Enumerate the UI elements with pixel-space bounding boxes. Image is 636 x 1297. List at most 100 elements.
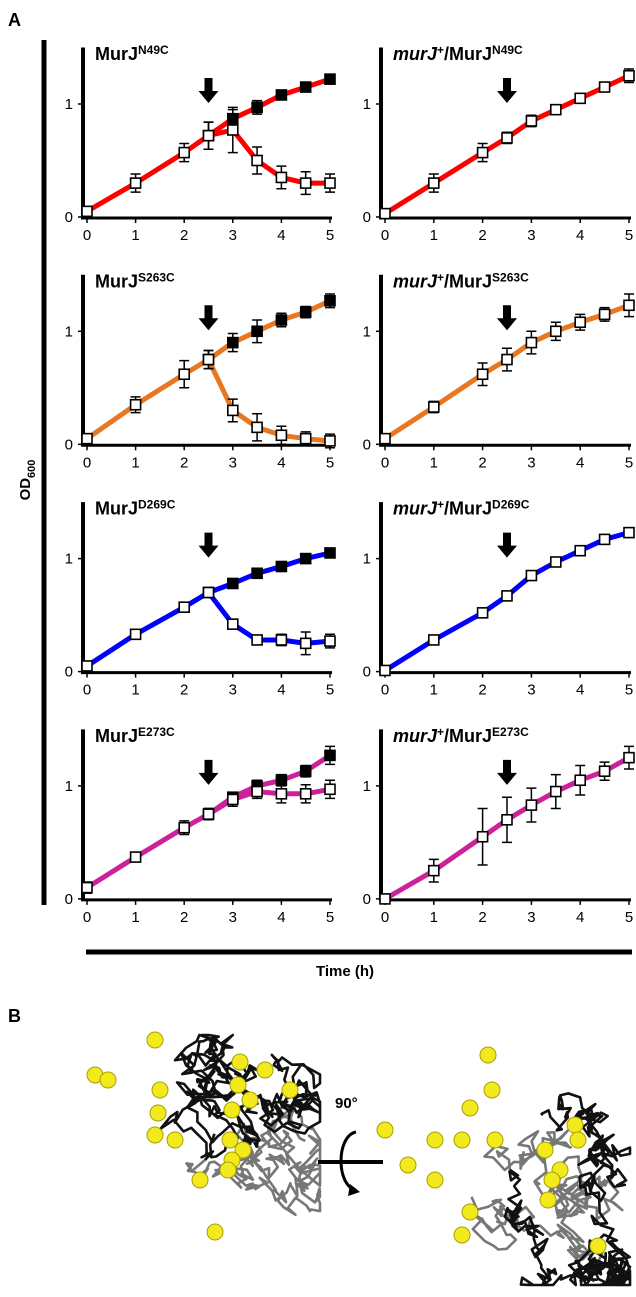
y-tick-label: 1	[65, 551, 73, 568]
subplot-title: MurJE273C	[95, 725, 175, 746]
x-tick-label: 4	[277, 909, 285, 926]
data-point	[551, 557, 561, 567]
data-point	[252, 102, 262, 112]
series-line	[209, 79, 331, 136]
data-point	[276, 315, 286, 325]
data-point	[228, 578, 238, 588]
data-point	[551, 105, 561, 115]
data-point	[429, 866, 439, 876]
x-tick-label: 4	[277, 682, 285, 699]
x-tick-label: 2	[180, 454, 188, 471]
data-point	[204, 588, 214, 598]
x-tick-label: 0	[83, 454, 91, 471]
data-point	[228, 125, 238, 135]
y-tick-label: 0	[65, 209, 73, 226]
title-part: D269C	[492, 498, 530, 512]
x-tick-label: 4	[277, 454, 285, 471]
x-tick-label: 5	[625, 227, 633, 244]
data-point	[600, 82, 610, 92]
residue-sphere	[224, 1102, 240, 1118]
x-tick-label: 2	[478, 454, 486, 471]
residue-sphere	[152, 1082, 168, 1098]
residue-sphere	[487, 1132, 503, 1148]
subplot-title: MurJN49C	[95, 43, 169, 64]
subplot-title: MurJS263C	[95, 270, 175, 291]
induction-arrow	[497, 305, 517, 330]
data-point	[82, 883, 92, 893]
data-point	[325, 178, 335, 188]
induction-arrow	[199, 760, 219, 785]
subplot-title: murJ+/MurJE273C	[393, 725, 529, 746]
residue-sphere	[150, 1105, 166, 1121]
title-part: +	[437, 43, 444, 57]
x-tick-label: 3	[229, 454, 237, 471]
y-tick-label: 1	[363, 778, 371, 795]
x-tick-label: 3	[229, 682, 237, 699]
x-tick-label: 5	[625, 909, 633, 926]
x-tick-label: 1	[131, 227, 139, 244]
data-point	[551, 326, 561, 336]
residue-sphere	[480, 1047, 496, 1063]
residue-sphere	[427, 1132, 443, 1148]
data-point	[252, 787, 262, 797]
induction-arrow	[497, 760, 517, 785]
data-point	[179, 148, 189, 158]
title-part: E273C	[492, 725, 529, 739]
residue-sphere	[462, 1204, 478, 1220]
panel-label: B	[8, 1006, 21, 1026]
x-tick-label: 5	[326, 227, 334, 244]
data-point	[276, 635, 286, 645]
rotation-arrowhead	[348, 1184, 360, 1196]
y-tick-label: 1	[363, 96, 371, 113]
residue-sphere	[462, 1100, 478, 1116]
data-point	[575, 93, 585, 103]
x-tick-label: 1	[430, 682, 438, 699]
data-point	[204, 131, 214, 141]
induction-arrow	[199, 533, 219, 558]
data-point	[380, 209, 390, 219]
subplot-title: murJ+/MurJS263C	[393, 270, 529, 291]
residue-sphere	[230, 1077, 246, 1093]
residue-sphere	[454, 1132, 470, 1148]
title-part: /MurJ	[444, 271, 492, 291]
series-line	[209, 301, 331, 360]
data-point	[478, 369, 488, 379]
title-part: +	[437, 725, 444, 739]
residue-sphere	[570, 1132, 586, 1148]
data-point	[575, 775, 585, 785]
data-point	[252, 326, 262, 336]
y-tick-label: 0	[363, 209, 371, 226]
x-tick-label: 2	[478, 909, 486, 926]
title-part: N49C	[492, 43, 523, 57]
x-tick-label: 1	[430, 454, 438, 471]
data-point	[82, 661, 92, 671]
data-point	[276, 789, 286, 799]
data-point	[380, 434, 390, 444]
data-point	[204, 355, 214, 365]
data-point	[252, 568, 262, 578]
data-point	[252, 635, 262, 645]
residue-sphere	[232, 1054, 248, 1070]
data-point	[228, 619, 238, 629]
residue-sphere	[282, 1082, 298, 1098]
y-tick-label: 0	[65, 891, 73, 908]
title-part: +	[437, 498, 444, 512]
x-tick-label: 2	[478, 227, 486, 244]
data-point	[380, 665, 390, 675]
x-tick-label: 1	[131, 454, 139, 471]
title-part: N49C	[138, 43, 169, 57]
title-part: murJ	[393, 271, 438, 291]
title-part: S263C	[492, 270, 529, 284]
y-tick-label: 1	[65, 323, 73, 340]
x-tick-label: 5	[625, 454, 633, 471]
x-tick-label: 1	[131, 909, 139, 926]
data-point	[624, 300, 634, 310]
x-tick-label: 2	[478, 682, 486, 699]
title-part: /MurJ	[444, 44, 492, 64]
y-tick-label: 1	[65, 96, 73, 113]
data-point	[575, 546, 585, 556]
title-part: /MurJ	[444, 499, 492, 519]
data-point	[252, 422, 262, 432]
